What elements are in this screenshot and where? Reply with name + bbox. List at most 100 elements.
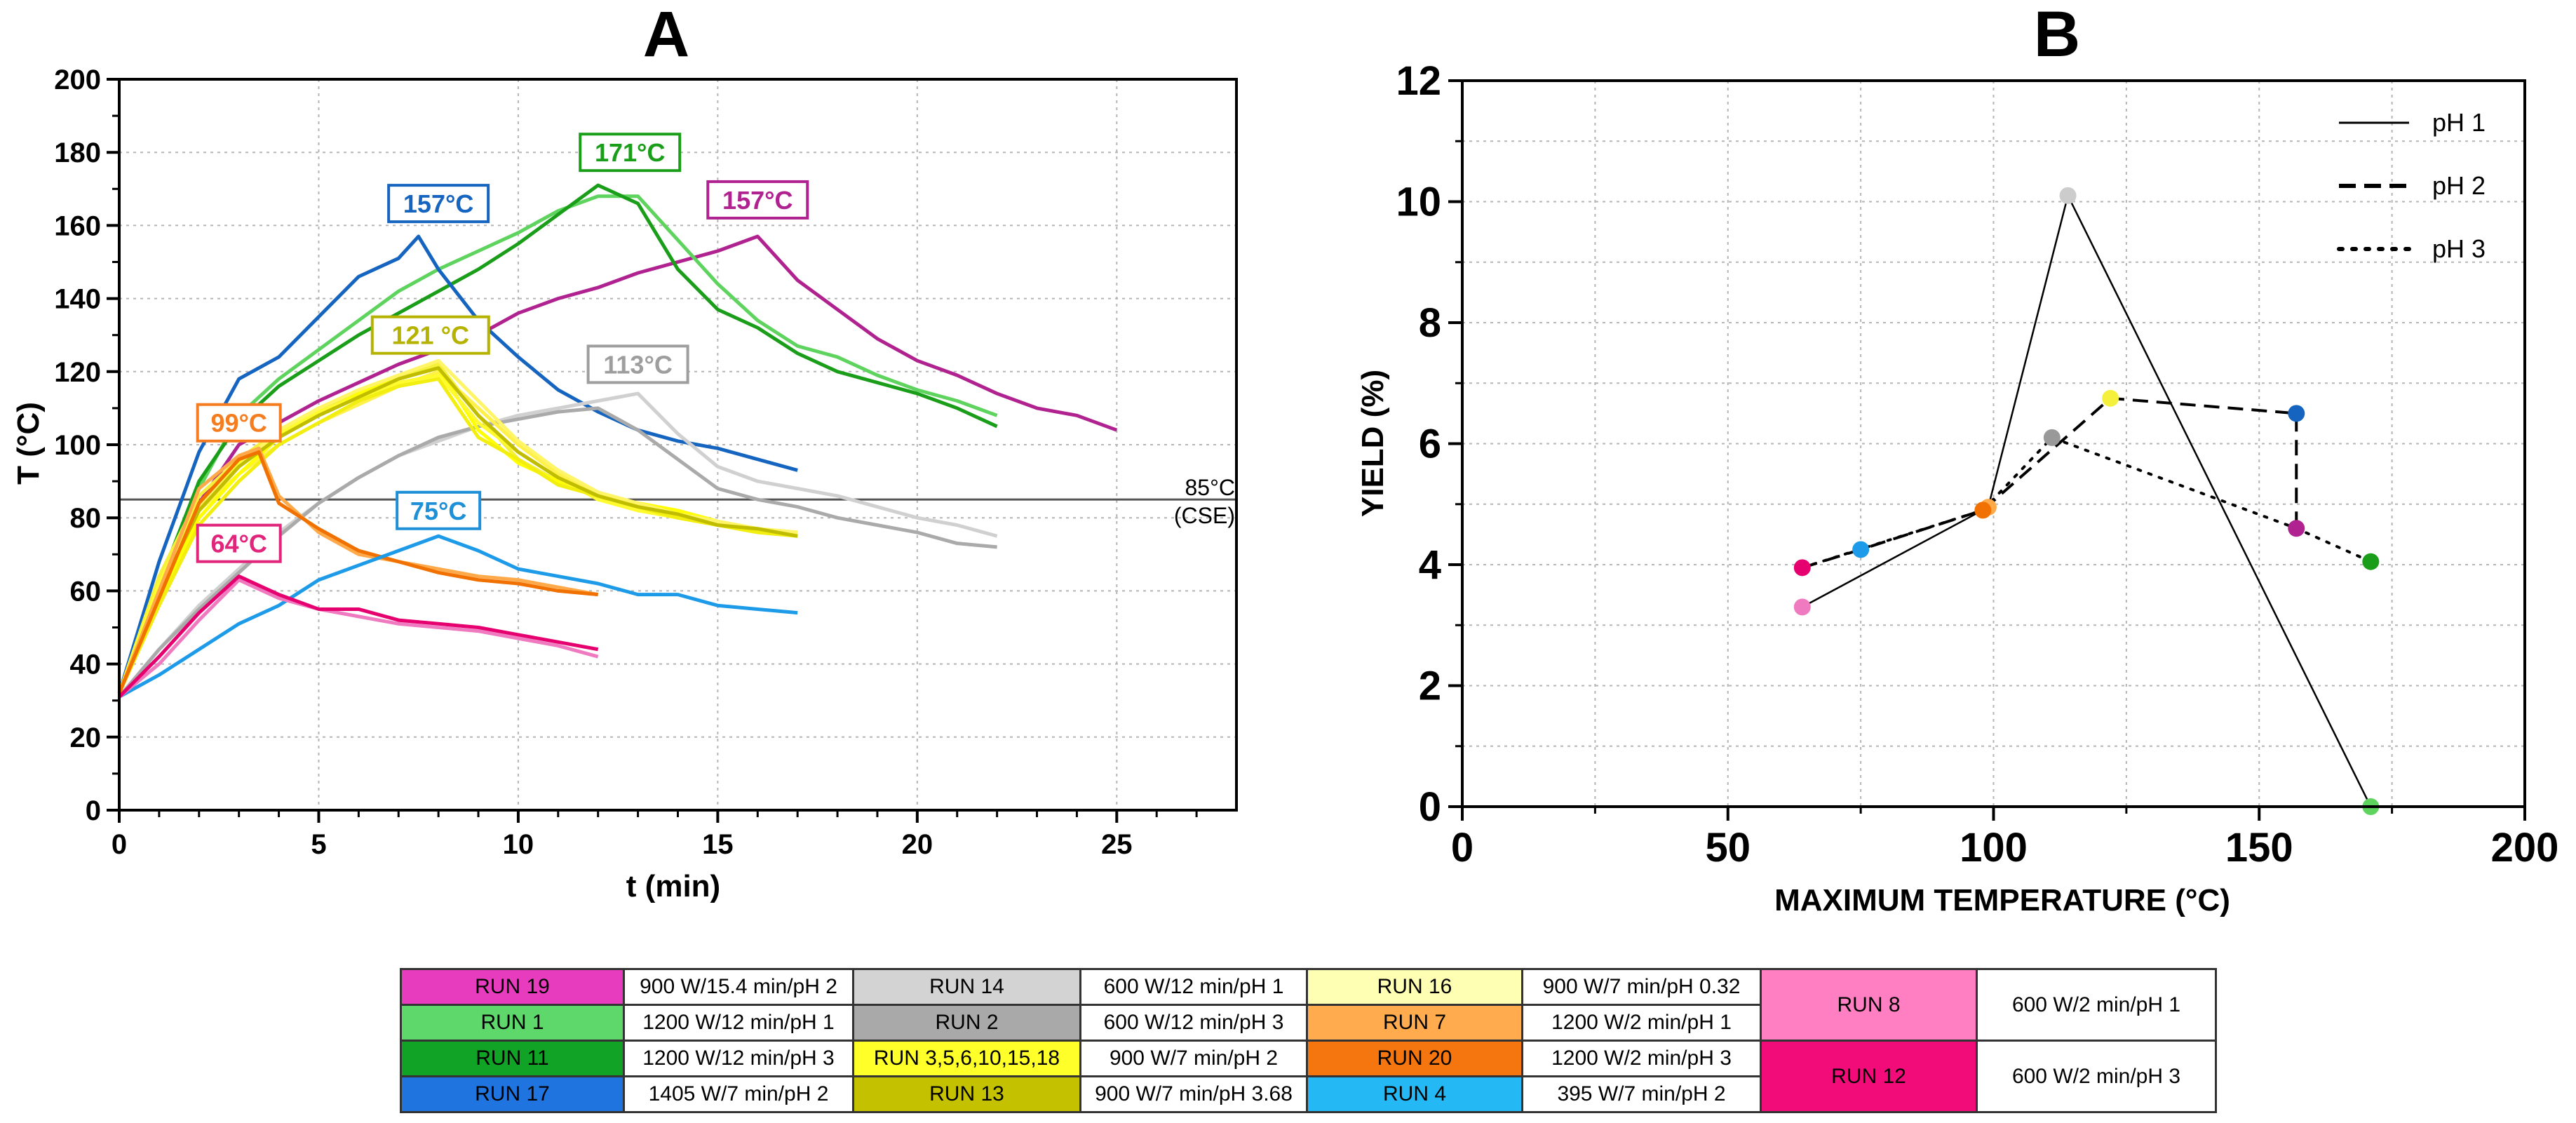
yield-point (2288, 520, 2305, 537)
legend-label: pH 1 (2432, 108, 2486, 137)
legend-condition-cell: 1200 W/2 min/pH 3 (1521, 1040, 1762, 1077)
legend-condition-cell: 395 W/7 min/pH 2 (1521, 1075, 1762, 1113)
series-line (117, 450, 598, 694)
y-tick-label: 2 (1419, 664, 1441, 709)
legend-condition-cell: 600 W/12 min/pH 1 (1079, 968, 1308, 1006)
x-tick-label: 20 (902, 829, 933, 860)
x-tick-label: 10 (503, 829, 534, 860)
y-tick-label: 60 (70, 576, 102, 607)
x-tick-label: 100 (1960, 825, 2028, 870)
max-temp-label: 64°C (210, 530, 267, 558)
legend-run-cell: RUN 19 (400, 968, 625, 1006)
plot-frame (118, 78, 1238, 812)
panel-b-series (1800, 193, 2373, 807)
legend-condition-cell: 1200 W/2 min/pH 1 (1521, 1004, 1762, 1042)
series-line (117, 377, 798, 694)
y-tick-label: 200 (54, 65, 101, 95)
max-temp-box (370, 315, 490, 355)
y-tick-label: 20 (70, 722, 102, 753)
panel-a: A 85°C(CSE) 0204060801001201401601802000… (11, 0, 1238, 903)
legend-condition-cell: 600 W/12 min/pH 3 (1079, 1004, 1308, 1042)
panel-a-axes: 0 20 40 60 80 100 120 140 160 180 200 0 5 10 15 20 25 (54, 65, 1238, 860)
legend-condition-cell: 600 W/2 min/pH 1 (1976, 968, 2217, 1042)
panel-a-label: A (643, 0, 689, 70)
series-line (117, 446, 599, 694)
yield-point (2102, 389, 2119, 407)
y-tick-label: 160 (54, 210, 101, 241)
series-line (117, 194, 998, 694)
panel-b-legend: pH 1 pH 2 pH 3 (2337, 108, 2486, 263)
legend-run-cell: RUN 2 (852, 1004, 1081, 1042)
panel-b-label: B (2034, 0, 2080, 70)
legend-label: pH 2 (2432, 171, 2486, 200)
x-tick-label: 150 (2225, 825, 2293, 870)
x-tick-label: 200 (2491, 825, 2559, 870)
plot-frame (1461, 79, 2526, 808)
x-tick-label: 5 (311, 829, 326, 860)
y-tick-label: 0 (1419, 784, 1441, 830)
y-tick-label: 80 (70, 503, 102, 534)
yield-series-line (1802, 396, 2298, 570)
max-temp-label: 75°C (410, 497, 466, 525)
legend-condition-cell: 1405 W/7 min/pH 2 (623, 1075, 854, 1113)
series-line (117, 234, 798, 694)
y-tick-label: 12 (1396, 58, 1441, 104)
panel-b-points (1793, 187, 2380, 815)
max-temp-label: 157°C (403, 189, 473, 218)
yield-point (1793, 559, 1811, 577)
series-line (118, 578, 599, 699)
panel-b: B 0 2 4 6 8 10 12 0 50 100 150 200 pH 1 pH 2 pH 3 MAX… (1356, 0, 2558, 917)
x-tick-label: 15 (702, 829, 734, 860)
yield-point (1974, 502, 1992, 519)
x-tick-label: 0 (1451, 825, 1474, 870)
max-temp-box (387, 184, 490, 224)
max-temp-label: 157°C (722, 186, 793, 215)
max-temp-box (396, 490, 482, 530)
max-temp-box (196, 403, 282, 443)
legend-run-cell: RUN 14 (852, 968, 1081, 1006)
panel-a-reference-line: 85°C (CSE) (119, 475, 1236, 528)
panel-a-series (117, 183, 1118, 699)
series-line (118, 534, 798, 699)
legend-run-cell: RUN 16 (1306, 968, 1523, 1006)
yield-point (1852, 541, 1870, 558)
run-legend-table: RUN 19 900 W/15.4 min/pH 2 RUN 14 600 W/… (400, 968, 2217, 1113)
max-temp-box (196, 523, 282, 563)
max-temp-label: 171°C (595, 138, 665, 167)
legend-row: RUN 1 1200 W/12 min/pH 1 RUN 2 600 W/12 … (400, 1004, 2216, 1042)
series-line (118, 574, 599, 699)
legend-label: pH 3 (2432, 234, 2486, 263)
y-tick-label: 40 (70, 650, 102, 680)
y-tick-label: 8 (1419, 300, 1441, 346)
legend-condition-cell: 900 W/7 min/pH 0.32 (1521, 968, 1762, 1006)
legend-run-cell: RUN 20 (1306, 1040, 1523, 1077)
legend-condition-cell: 600 W/2 min/pH 3 (1976, 1040, 2217, 1113)
panel-b-xlabel: MAXIMUM TEMPERATURE (°C) (1774, 883, 2230, 917)
y-tick-label: 140 (54, 284, 101, 315)
yield-point (2059, 187, 2077, 204)
legend-condition-cell: 1200 W/12 min/pH 3 (623, 1040, 854, 1077)
max-temp-box (706, 180, 809, 220)
panel-b-grid (1462, 81, 2525, 807)
y-tick-label: 6 (1419, 422, 1441, 467)
legend-run-cell: RUN 7 (1306, 1004, 1523, 1042)
y-tick-label: 10 (1396, 180, 1441, 225)
yield-point (2362, 553, 2380, 570)
panel-a-ylabel: T (°C) (11, 402, 46, 485)
legend-run-cell: RUN 8 (1760, 968, 1978, 1042)
legend-run-cell: RUN 11 (400, 1040, 625, 1077)
yield-series-line (1802, 193, 2372, 807)
series-line (117, 234, 1118, 694)
yield-point (1793, 598, 1811, 616)
legend-row: RUN 11 1200 W/12 min/pH 3 RUN 3,5,6,10,1… (400, 1040, 2217, 1113)
legend-row: RUN 17 1405 W/7 min/pH 2 RUN 13 900 W/7 … (400, 1075, 2216, 1113)
y-tick-label: 4 (1419, 542, 1441, 588)
legend-run-cell: RUN 3,5,6,10,15,18 (852, 1040, 1081, 1077)
y-tick-label: 180 (54, 137, 101, 168)
legend-condition-cell: 900 W/15.4 min/pH 2 (623, 968, 854, 1006)
series-line (117, 366, 798, 694)
max-temp-label: 99°C (210, 409, 267, 438)
max-temp-label: 113°C (603, 350, 672, 379)
panel-a-xlabel: t (min) (626, 869, 720, 903)
figure: A 85°C(CSE) 0204060801001201401601802000… (11, 0, 2558, 917)
